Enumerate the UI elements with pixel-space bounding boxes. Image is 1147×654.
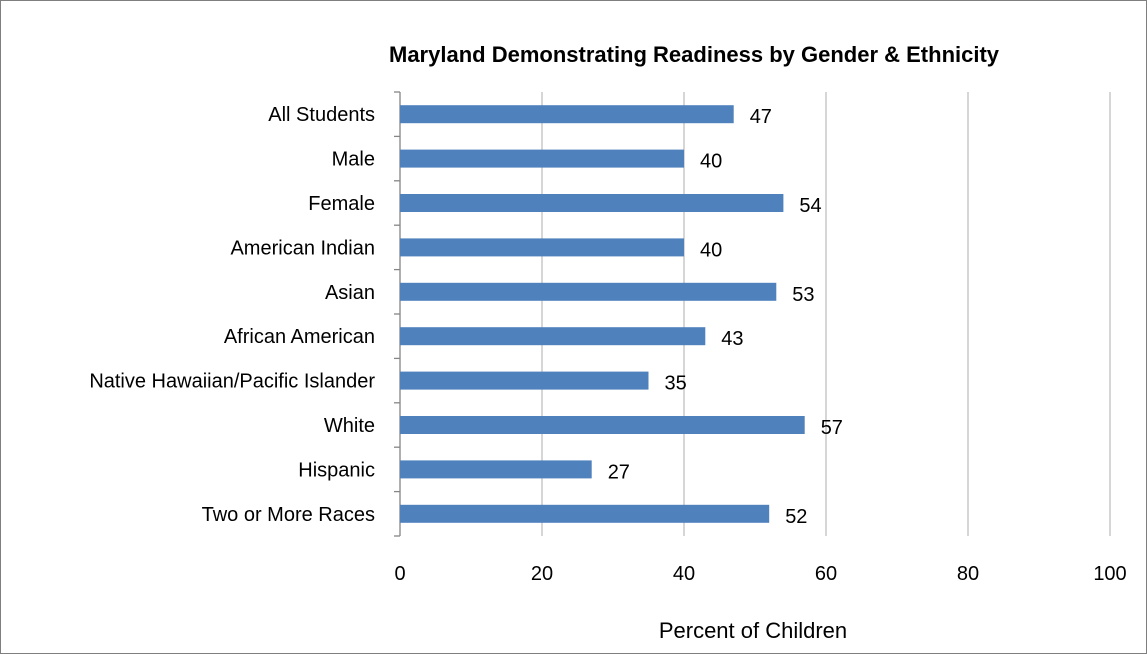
data-label: 35 (665, 373, 687, 395)
data-label: 27 (608, 461, 630, 483)
category-label: Hispanic (298, 459, 375, 481)
bar-2 (400, 194, 784, 212)
category-label: Native Hawaiian/Pacific Islander (89, 371, 375, 393)
data-label: 52 (785, 506, 807, 528)
data-label: 40 (700, 239, 722, 261)
x-axis-title: Percent of Children (659, 618, 847, 643)
category-label: African American (224, 326, 375, 348)
category-label: Female (308, 193, 375, 215)
bar-0 (400, 105, 734, 124)
x-tick-label: 60 (815, 563, 837, 585)
x-tick-label: 0 (394, 563, 405, 585)
labels: 0 20 40 60 80 100 All Students 47 Male 40 Female 54… (89, 104, 1126, 585)
bars (400, 105, 805, 523)
bar-4 (400, 282, 777, 301)
category-label: American Indian (230, 237, 375, 259)
data-label: 47 (750, 106, 772, 128)
category-label: All Students (268, 104, 375, 126)
category-label: White (324, 415, 375, 437)
bar-7 (400, 416, 805, 434)
bar-5 (400, 327, 706, 346)
axes (394, 91, 401, 537)
bar-8 (400, 460, 592, 479)
x-tick-label: 100 (1093, 563, 1126, 585)
x-tick-label: 40 (673, 563, 695, 585)
data-label: 43 (721, 328, 743, 350)
data-label: 40 (700, 151, 722, 173)
x-tick-label: 80 (957, 563, 979, 585)
category-label: Two or More Races (202, 504, 375, 526)
x-tick-label: 20 (531, 563, 553, 585)
bar-3 (400, 238, 684, 257)
category-label: Male (332, 149, 375, 171)
bar-6 (400, 371, 649, 390)
bar-1 (400, 149, 684, 168)
data-label: 57 (821, 417, 843, 439)
data-label: 53 (792, 284, 814, 306)
category-label: Asian (325, 282, 375, 304)
bar-9 (400, 504, 770, 523)
chart-title: Maryland Demonstrating Readiness by Gend… (389, 42, 1000, 67)
data-label: 54 (799, 195, 821, 217)
